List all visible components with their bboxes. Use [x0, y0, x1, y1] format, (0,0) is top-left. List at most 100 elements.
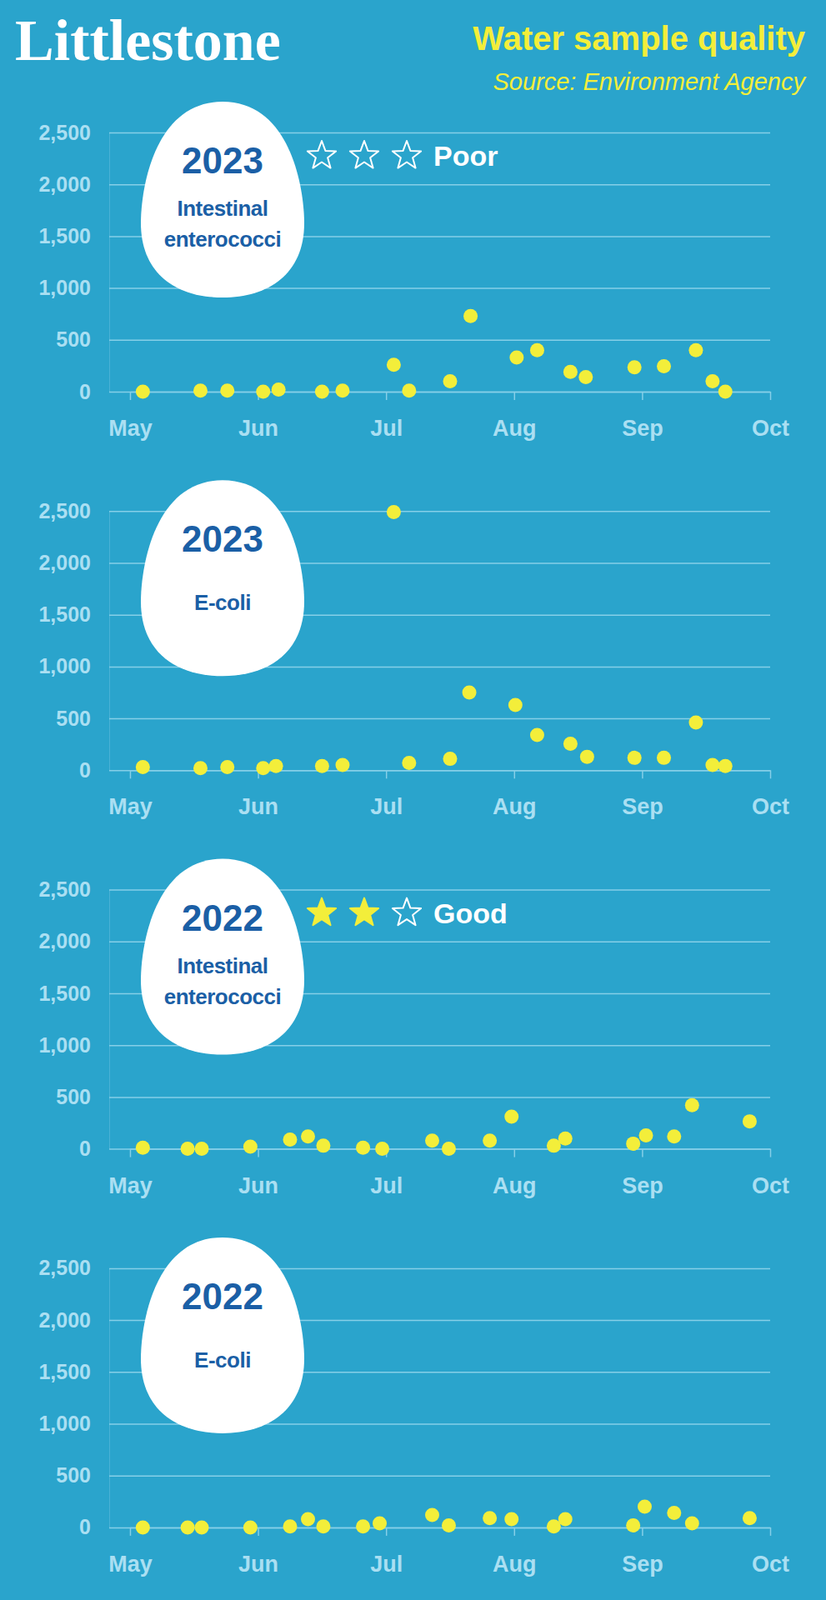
x-tick: Oct [751, 1149, 790, 1199]
chart-panel: 05001,0001,5002,0002,500MayJunJulAugSepO… [38, 859, 790, 1199]
data-point [315, 759, 330, 774]
y-tick: 500 [55, 1463, 771, 1487]
y-tick-label: 2,500 [38, 877, 91, 902]
x-tick: Jun [238, 391, 279, 441]
x-tick-label: May [108, 794, 153, 820]
y-tick-label: 500 [55, 1085, 91, 1109]
panel-subtitle-line: Intestinal [176, 953, 268, 979]
data-point [135, 385, 151, 400]
data-point [504, 1511, 519, 1527]
data-point [656, 359, 671, 374]
y-tick: 1,000 [38, 1033, 771, 1057]
data-point [335, 383, 350, 398]
tick-line [641, 391, 644, 401]
data-point [504, 1110, 519, 1125]
tick-line [130, 770, 132, 779]
data-point [718, 385, 733, 400]
points [135, 1500, 757, 1536]
x-tick-label: Jun [238, 1173, 279, 1199]
data-point [656, 750, 671, 766]
tick-line [130, 391, 132, 401]
points [135, 1098, 757, 1157]
data-point [666, 1506, 681, 1521]
y-tick-label: 2,000 [38, 1308, 91, 1332]
data-point [425, 1133, 440, 1148]
x-tick-label: Jun [238, 1551, 279, 1577]
tick-line [641, 1149, 644, 1158]
data-point [375, 1141, 390, 1157]
data-point [243, 1520, 258, 1535]
x-tick-label: Sep [621, 415, 664, 441]
tick-line [130, 1149, 132, 1158]
data-point [425, 1507, 440, 1522]
x-tick: Jun [238, 1149, 279, 1199]
tick-line [257, 1149, 260, 1158]
star-empty [392, 898, 421, 927]
data-point [441, 1141, 456, 1157]
x-tick-label: Sep [621, 1173, 664, 1199]
x-tick: Sep [621, 391, 664, 441]
x-tick-label: Oct [751, 1173, 790, 1199]
x-axis: MayJunJulAugSepOct [108, 1527, 790, 1577]
x-axis: MayJunJulAugSepOct [108, 770, 790, 820]
data-point [509, 350, 524, 365]
x-tick-label: May [108, 415, 153, 441]
x-tick-label: Sep [621, 1551, 664, 1577]
data-point [300, 1511, 316, 1527]
data-point [255, 760, 271, 776]
data-point [639, 1128, 654, 1143]
y-axis-line [109, 133, 111, 393]
data-point [530, 343, 545, 358]
data-point [463, 309, 478, 324]
chart-page: LittlestoneWater sample qualitySource: E… [0, 0, 826, 1600]
data-point [372, 1516, 387, 1531]
data-point [742, 1114, 757, 1129]
x-tick: Jul [370, 770, 403, 820]
page-source: Source: Environment Agency [492, 68, 806, 96]
x-tick-label: Aug [492, 415, 536, 441]
data-point [135, 1141, 151, 1156]
y-tick-label: 500 [55, 1463, 91, 1487]
y-axis: 05001,0001,5002,0002,500 [38, 120, 771, 404]
x-tick-label: May [108, 1551, 153, 1577]
panel-subtitle: Intestinalenterococci [164, 195, 281, 252]
data-point [685, 1098, 700, 1113]
data-point [135, 1520, 151, 1535]
y-tick: 500 [55, 327, 771, 351]
tick-line [514, 391, 516, 401]
data-point [386, 357, 401, 372]
data-point [401, 383, 416, 398]
data-point [627, 360, 642, 375]
data-point [578, 370, 593, 385]
star-empty [392, 140, 421, 169]
x-tick: Jun [238, 1527, 279, 1577]
tick-line [257, 1527, 260, 1537]
x-tick: Jul [370, 1149, 403, 1199]
y-tick-label: 0 [79, 1515, 91, 1539]
y-axis: 05001,0001,5002,0002,500 [38, 1256, 771, 1539]
y-tick: 500 [55, 706, 771, 731]
y-tick-label: 500 [55, 706, 91, 731]
data-point [558, 1131, 573, 1147]
y-tick-label: 2,500 [38, 120, 91, 145]
star-filled [307, 898, 336, 927]
x-tick-label: Jul [370, 415, 403, 441]
y-tick: 1,000 [38, 654, 771, 678]
x-tick: May [108, 391, 153, 441]
y-tick-label: 2,000 [38, 172, 91, 196]
panel-subtitle-line: enterococci [164, 984, 281, 1010]
tick-line [770, 770, 772, 779]
grid-line [109, 340, 771, 342]
data-point [558, 1511, 573, 1527]
chart-panel: 05001,0001,5002,0002,500MayJunJulAugSepO… [38, 480, 790, 820]
points [135, 309, 733, 400]
tick-line [130, 1527, 132, 1537]
tick-line [385, 770, 388, 779]
egg-badge [140, 1237, 305, 1434]
tick-line [770, 1527, 772, 1537]
y-tick: 500 [55, 1085, 771, 1109]
page-subtitle: Water sample quality [472, 20, 806, 57]
y-tick-label: 500 [55, 327, 91, 351]
data-point [220, 383, 235, 398]
x-tick: Oct [751, 770, 790, 820]
